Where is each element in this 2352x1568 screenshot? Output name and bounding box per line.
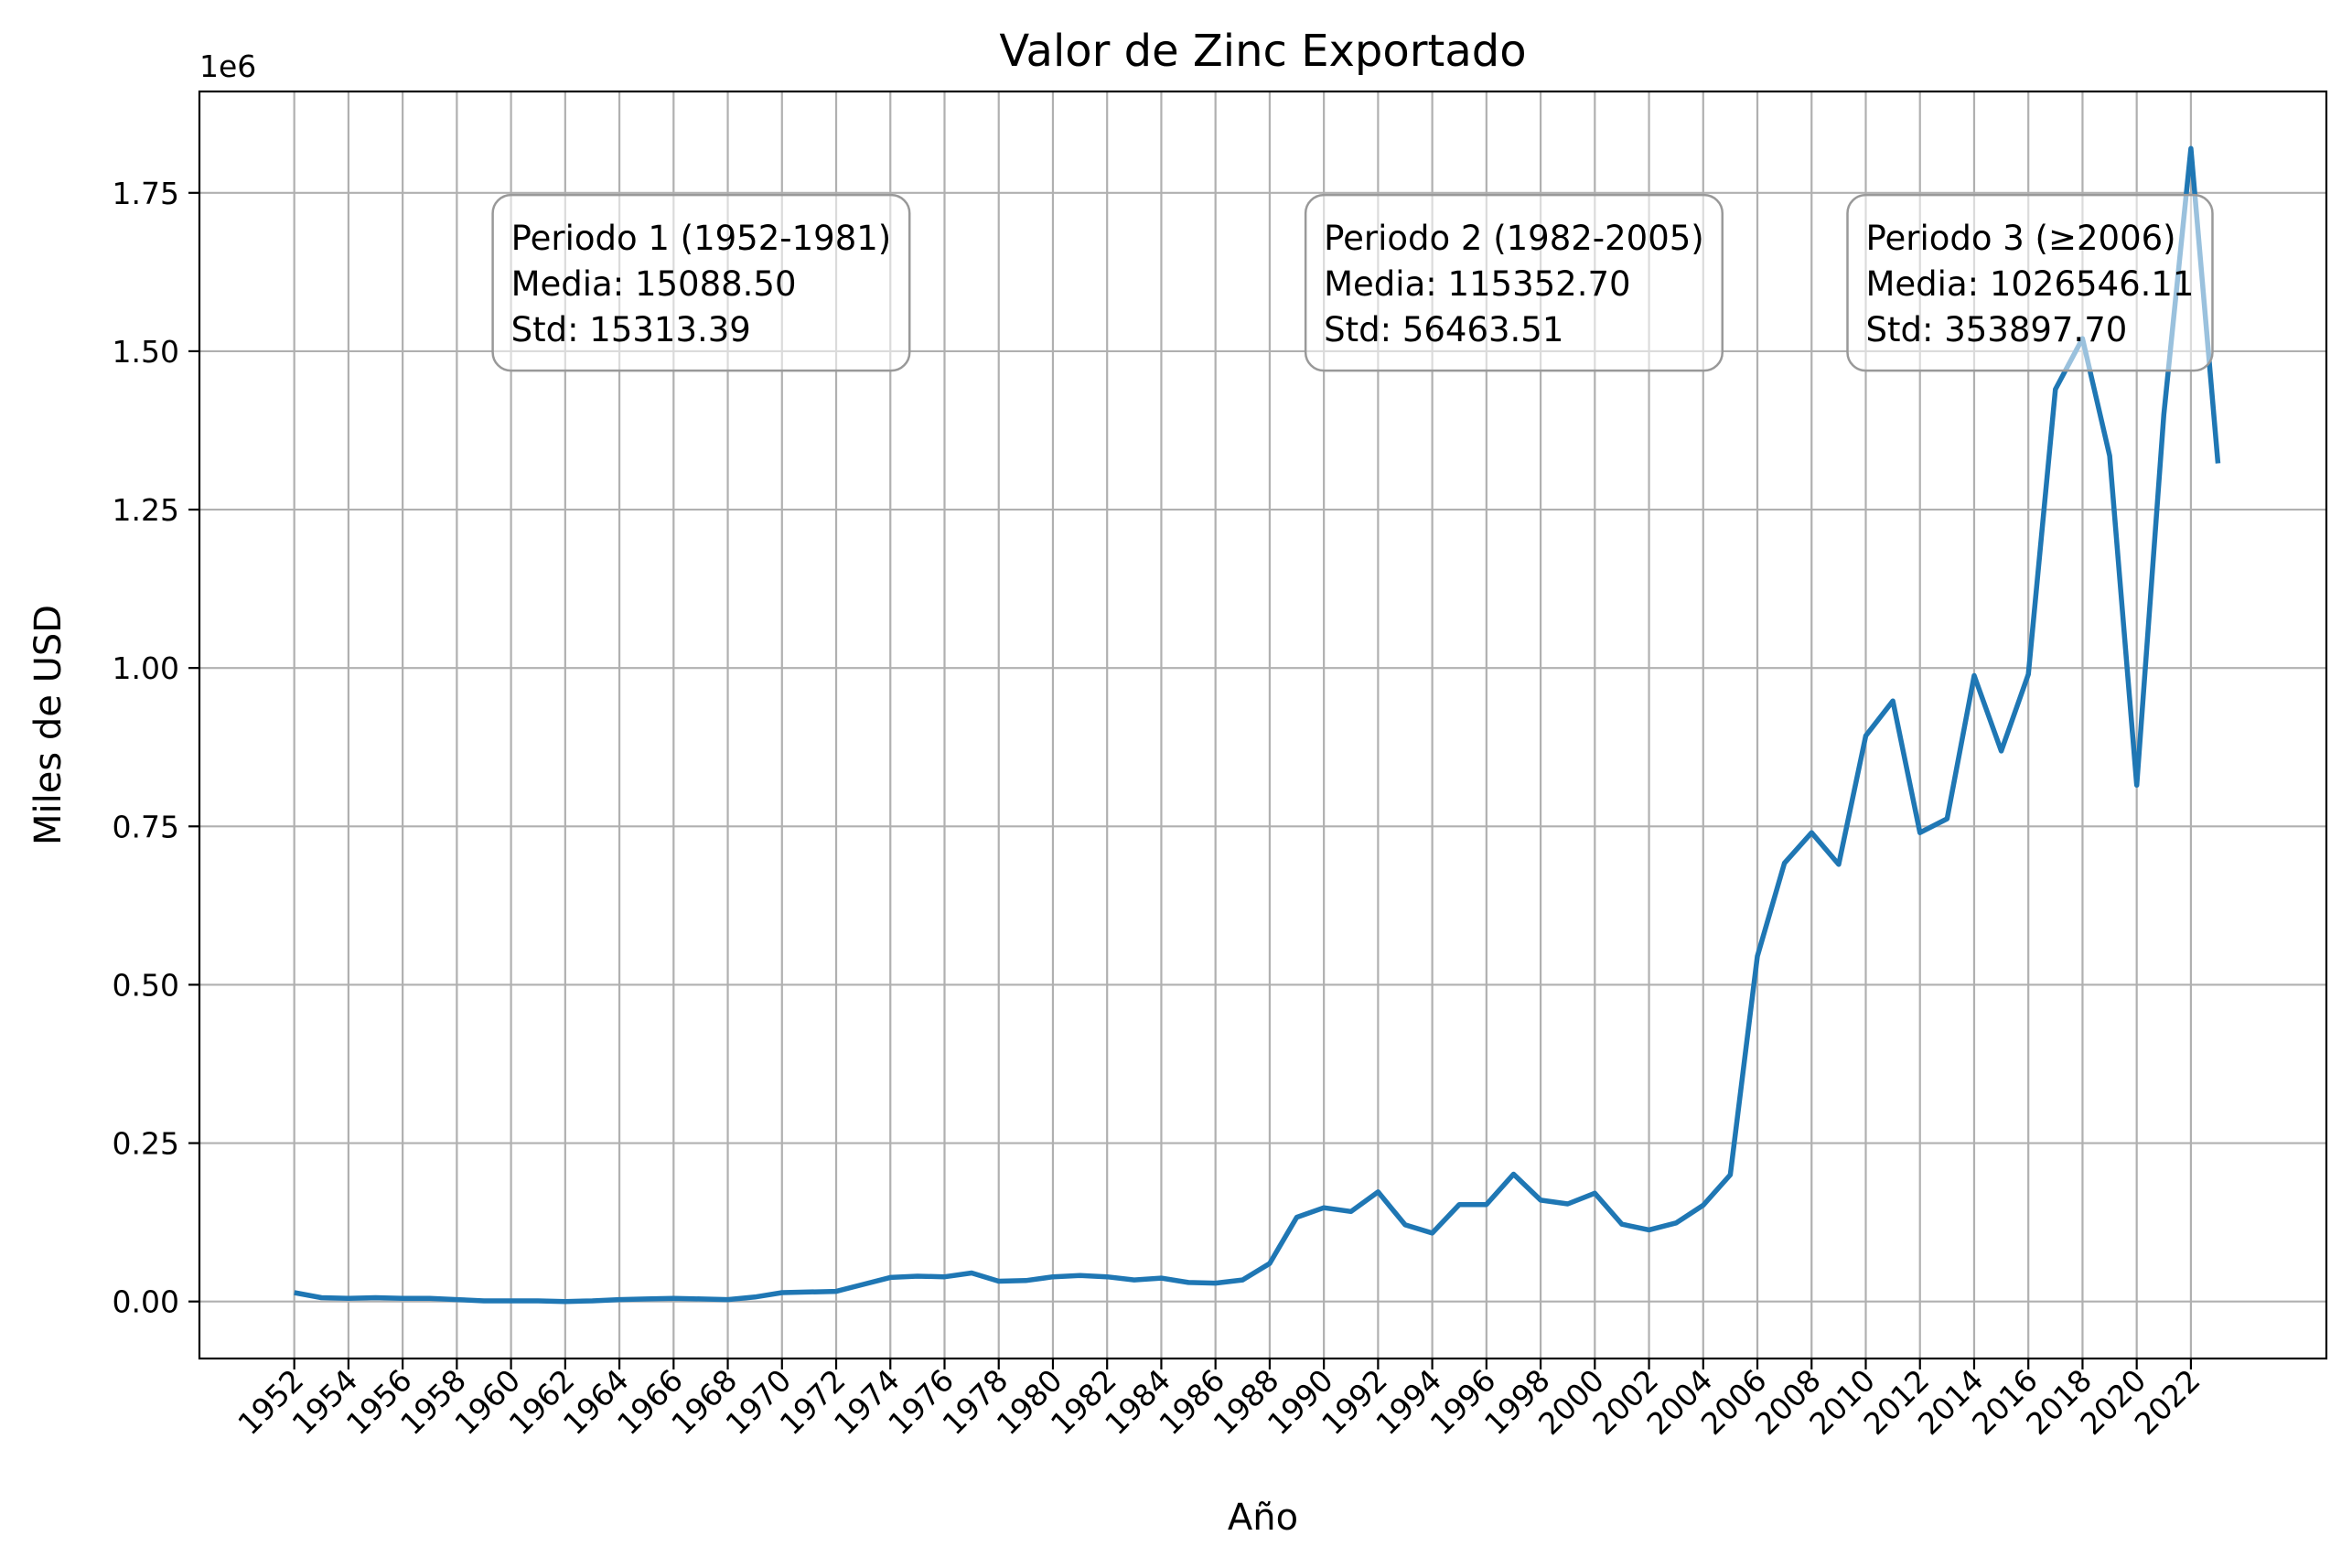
chart-title: Valor de Zinc Exportado bbox=[999, 26, 1526, 77]
annotation-text: Media: 1026546.11 bbox=[1865, 264, 2194, 304]
series-layer bbox=[294, 145, 2221, 1305]
annotation-frame bbox=[1846, 193, 2214, 372]
annotation-text: Std: 56463.51 bbox=[1324, 310, 1563, 349]
annotation-text: Std: 353897.70 bbox=[1865, 310, 2127, 349]
y-tick-label: 1.00 bbox=[113, 650, 179, 686]
annotation-box: Periodo 3 (≥2006) Media: 1026546.11 Std: 3… bbox=[1846, 193, 2214, 372]
y-tick-label: 0.25 bbox=[113, 1126, 179, 1162]
y-tick-label: 0.00 bbox=[113, 1284, 179, 1320]
plot-frame bbox=[198, 90, 2328, 1360]
annotation-text: Media: 15088.50 bbox=[511, 264, 797, 304]
annotation-frame bbox=[491, 193, 911, 372]
annotation-frame bbox=[1304, 193, 1724, 372]
annotation-box: Periodo 1 (1952-1981) Media: 15088.50 Std:… bbox=[491, 193, 911, 372]
x-axis-label: Año bbox=[1228, 1497, 1298, 1539]
series-line bbox=[294, 145, 2221, 1305]
y-tick-label: 0.75 bbox=[113, 809, 179, 844]
y-tick-label: 1.50 bbox=[113, 334, 179, 370]
annotation-text: Periodo 2 (1982-2005) bbox=[1324, 219, 1704, 258]
annotation-text: Periodo 1 (1952-1981) bbox=[511, 219, 892, 258]
y-offset-label: 1e6 bbox=[199, 48, 256, 84]
annotation-layer: Periodo 1 (1952-1981) Media: 15088.50 Std:… bbox=[491, 193, 2214, 372]
y-tick-label: 1.25 bbox=[113, 492, 179, 528]
annotation-text: Std: 15313.39 bbox=[511, 310, 751, 349]
y-tick-label: 0.50 bbox=[113, 967, 179, 1003]
y-axis-label: Miles de USD bbox=[27, 605, 70, 845]
annotation-box: Periodo 2 (1982-2005) Media: 115352.70 Std… bbox=[1304, 193, 1724, 372]
annotation-text: Periodo 3 (≥2006) bbox=[1865, 219, 2175, 258]
annotation-text: Media: 115352.70 bbox=[1324, 264, 1630, 304]
y-tick-label: 1.75 bbox=[113, 176, 179, 211]
